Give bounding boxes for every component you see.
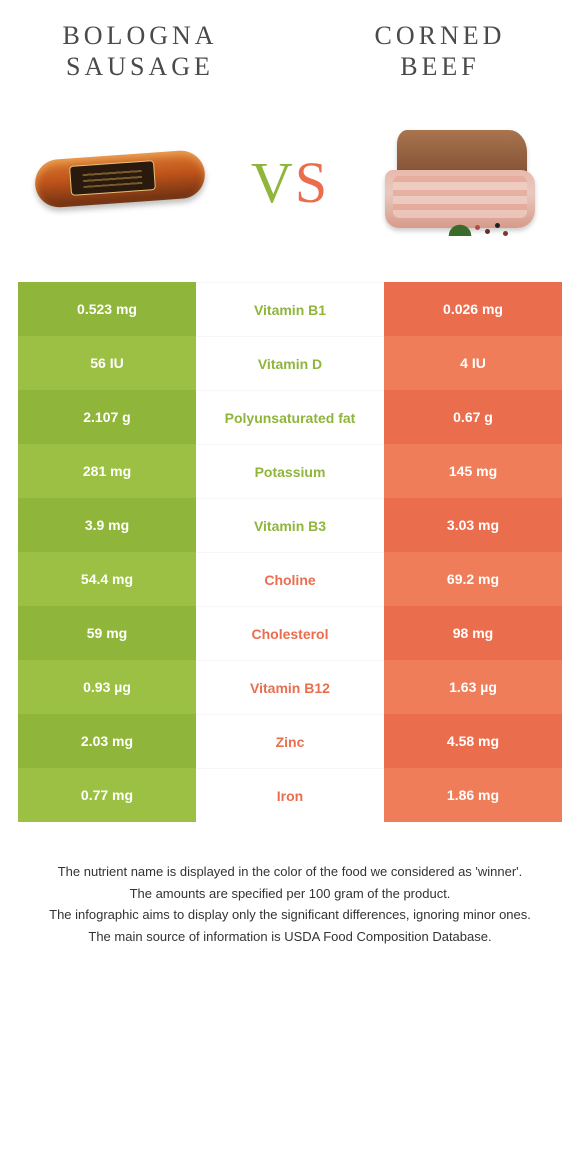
left-food-image: [30, 122, 210, 242]
right-value: 4 IU: [384, 336, 562, 390]
table-row: 59 mgCholesterol98 mg: [18, 606, 562, 660]
footer-line-3: The infographic aims to display only the…: [30, 905, 550, 925]
left-value: 0.93 µg: [18, 660, 196, 714]
footer-line-2: The amounts are specified per 100 gram o…: [30, 884, 550, 904]
left-value: 2.03 mg: [18, 714, 196, 768]
right-value: 1.63 µg: [384, 660, 562, 714]
table-row: 2.03 mgZinc4.58 mg: [18, 714, 562, 768]
left-value: 3.9 mg: [18, 498, 196, 552]
footer-notes: The nutrient name is displayed in the co…: [0, 822, 580, 946]
right-value: 3.03 mg: [384, 498, 562, 552]
vs-label: V S: [251, 149, 329, 216]
right-value: 1.86 mg: [384, 768, 562, 822]
left-value: 281 mg: [18, 444, 196, 498]
table-row: 3.9 mgVitamin B33.03 mg: [18, 498, 562, 552]
nutrient-label: Polyunsaturated fat: [196, 390, 384, 444]
right-value: 0.026 mg: [384, 282, 562, 336]
nutrient-label: Vitamin B3: [196, 498, 384, 552]
right-value: 98 mg: [384, 606, 562, 660]
images-row: V S: [0, 92, 580, 282]
left-value: 54.4 mg: [18, 552, 196, 606]
right-food-title: CORNED BEEF: [340, 20, 540, 82]
right-value: 145 mg: [384, 444, 562, 498]
nutrient-label: Cholesterol: [196, 606, 384, 660]
nutrient-label: Vitamin B12: [196, 660, 384, 714]
nutrient-label: Potassium: [196, 444, 384, 498]
right-value: 4.58 mg: [384, 714, 562, 768]
table-row: 0.523 mgVitamin B10.026 mg: [18, 282, 562, 336]
table-row: 0.93 µgVitamin B121.63 µg: [18, 660, 562, 714]
table-row: 54.4 mgCholine69.2 mg: [18, 552, 562, 606]
footer-line-1: The nutrient name is displayed in the co…: [30, 862, 550, 882]
nutrient-label: Zinc: [196, 714, 384, 768]
nutrient-label: Vitamin B1: [196, 282, 384, 336]
vs-v: V: [251, 149, 295, 216]
right-value: 69.2 mg: [384, 552, 562, 606]
left-food-title: BOLOGNA SAUSAGE: [40, 20, 240, 82]
table-row: 2.107 gPolyunsaturated fat0.67 g: [18, 390, 562, 444]
left-value: 56 IU: [18, 336, 196, 390]
sausage-icon: [35, 155, 205, 210]
table-row: 56 IUVitamin D4 IU: [18, 336, 562, 390]
left-value: 2.107 g: [18, 390, 196, 444]
vs-s: S: [295, 149, 329, 216]
table-row: 281 mgPotassium145 mg: [18, 444, 562, 498]
nutrient-label: Choline: [196, 552, 384, 606]
footer-line-4: The main source of information is USDA F…: [30, 927, 550, 947]
left-value: 0.523 mg: [18, 282, 196, 336]
nutrient-label: Vitamin D: [196, 336, 384, 390]
nutrient-label: Iron: [196, 768, 384, 822]
right-food-image: [370, 122, 550, 242]
left-value: 0.77 mg: [18, 768, 196, 822]
header: BOLOGNA SAUSAGE CORNED BEEF: [0, 0, 580, 92]
corned-beef-icon: [375, 122, 545, 242]
right-value: 0.67 g: [384, 390, 562, 444]
table-row: 0.77 mgIron1.86 mg: [18, 768, 562, 822]
left-value: 59 mg: [18, 606, 196, 660]
nutrient-table: 0.523 mgVitamin B10.026 mg56 IUVitamin D…: [18, 282, 562, 822]
